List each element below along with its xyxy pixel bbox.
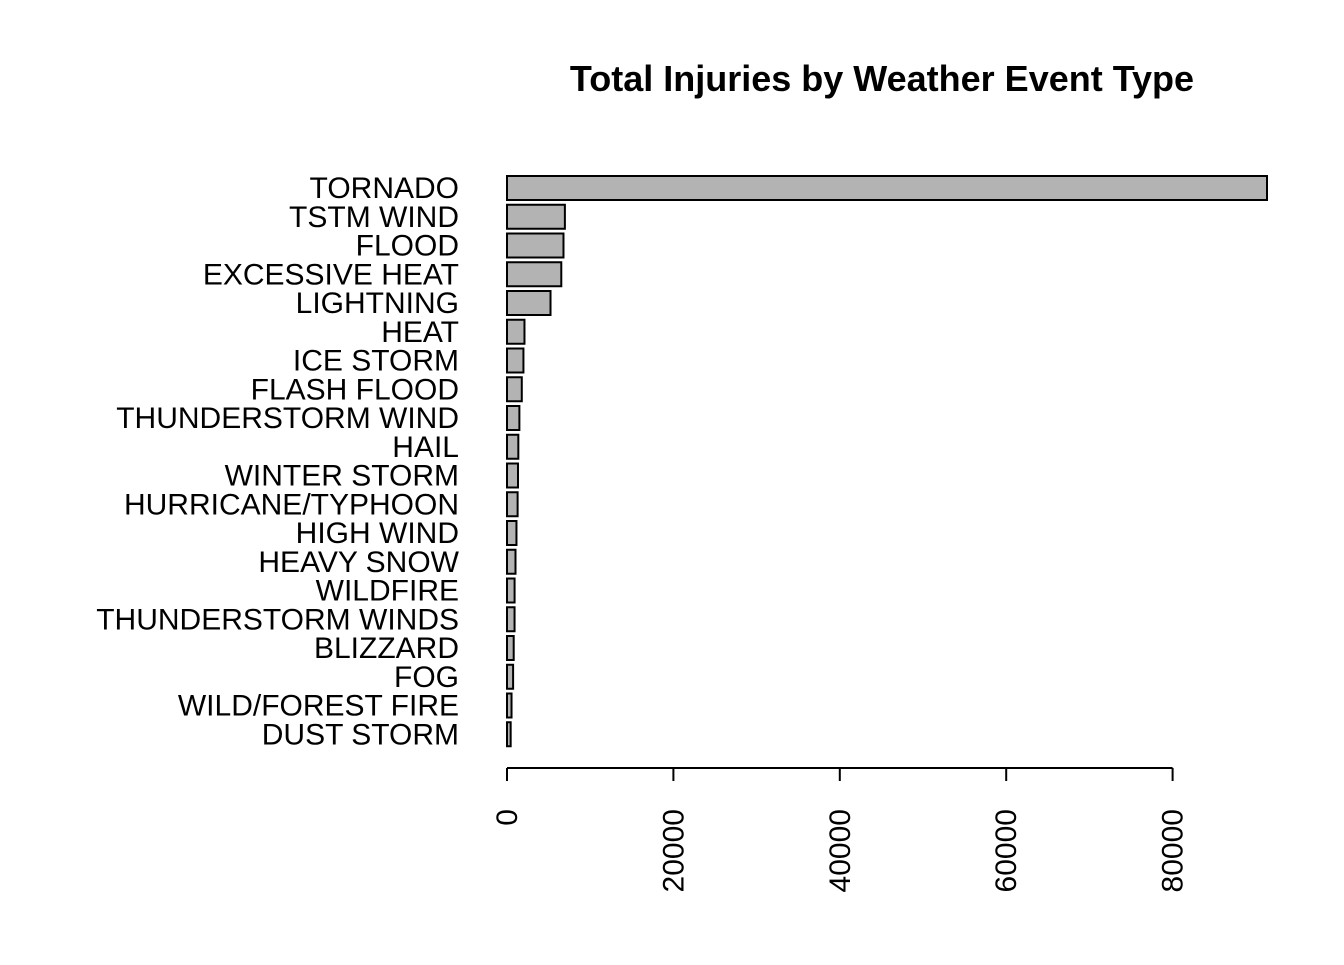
x-tick-label: 80000 <box>1157 809 1190 892</box>
category-label: WINTER STORM <box>225 460 459 493</box>
category-label: ICE STORM <box>293 345 459 378</box>
category-label: BLIZZARD <box>314 632 459 665</box>
category-label: FOG <box>394 661 459 694</box>
category-label: WILD/FOREST FIRE <box>178 690 459 723</box>
category-label: LIGHTNING <box>296 287 459 320</box>
bar <box>506 606 516 633</box>
bar <box>506 663 515 690</box>
bar <box>506 520 518 546</box>
bar <box>506 376 523 403</box>
category-label: HURRICANE/TYPHOON <box>124 488 459 521</box>
category-label: HAIL <box>392 431 459 464</box>
x-tick-label: 40000 <box>824 809 857 892</box>
category-label: HEAT <box>381 316 459 349</box>
bar <box>506 433 520 460</box>
bar <box>506 347 525 374</box>
bar <box>506 692 513 719</box>
bar <box>506 491 519 518</box>
category-label: FLASH FLOOD <box>251 373 459 406</box>
bar <box>506 462 519 489</box>
bar <box>506 203 566 230</box>
bar <box>506 261 563 288</box>
bar <box>506 721 512 748</box>
x-axis: 0 20000 40000 60000 80000 <box>491 767 1190 892</box>
bar <box>506 548 517 575</box>
chart-title: Total Injuries by Weather Event Type <box>570 58 1194 99</box>
bar <box>506 290 552 316</box>
x-tick-label: 20000 <box>657 809 690 892</box>
bar <box>506 635 515 661</box>
bar <box>506 175 1268 201</box>
bar <box>506 318 526 345</box>
category-label: THUNDERSTORM WINDS <box>96 603 459 636</box>
x-tick-label: 60000 <box>990 809 1023 892</box>
category-label: HIGH WIND <box>296 517 459 550</box>
category-label: TSTM WIND <box>289 201 459 234</box>
bars-group <box>506 175 1268 748</box>
category-label: DUST STORM <box>262 718 459 751</box>
category-label: HEAVY SNOW <box>258 546 459 579</box>
category-label: FLOOD <box>356 230 459 263</box>
category-label: EXCESSIVE HEAT <box>203 258 459 291</box>
bar <box>506 577 516 604</box>
category-label: THUNDERSTORM WIND <box>116 402 459 435</box>
category-label: TORNADO <box>310 172 459 205</box>
bar <box>506 405 521 431</box>
bar <box>506 232 565 259</box>
category-label: WILDFIRE <box>316 575 459 608</box>
x-tick-label: 0 <box>491 809 524 826</box>
